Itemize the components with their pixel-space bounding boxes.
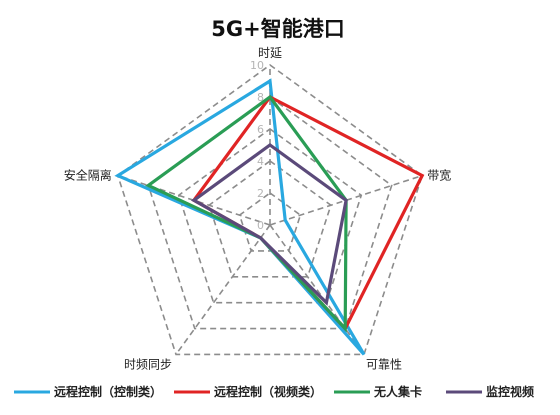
tick-label: 4 (257, 155, 264, 168)
legend-item: 无人集卡 (334, 384, 422, 399)
tick-label: 10 (250, 59, 264, 72)
legend-item: 监控视频 (446, 384, 534, 399)
series-line-1 (114, 78, 366, 356)
axis-label: 时频同步 (124, 357, 172, 371)
radar-grid (116, 64, 424, 356)
axis-label: 可靠性 (366, 357, 402, 371)
axis-spoke (175, 224, 271, 355)
series-line-4 (190, 143, 348, 306)
grid-ring-10 (116, 64, 424, 356)
tick-label: 0 (257, 219, 264, 232)
axis-label: 安全隔离 (64, 168, 112, 183)
radial-tick-labels: 0 2 4 6 8 10 (250, 59, 264, 232)
legend: 远程控制（控制类） 远程控制（视频类） 无人集卡 监控视频 (14, 384, 534, 399)
legend-label: 远程控制（视频类） (214, 384, 322, 399)
legend-label: 远程控制（控制类） (54, 384, 162, 399)
legend-label: 监控视频 (486, 384, 534, 399)
axis-spoke (269, 224, 365, 355)
legend-item: 远程控制（控制类） (14, 384, 162, 399)
series-line-3 (145, 94, 348, 333)
tick-label: 2 (257, 187, 264, 200)
series-line-2 (191, 94, 425, 332)
axis-label: 带宽 (427, 168, 451, 183)
grid-ring-6 (177, 128, 363, 304)
legend-label: 无人集卡 (373, 384, 422, 399)
grid-ring-8 (147, 96, 393, 330)
series-group (114, 78, 425, 356)
grid-ring-4 (208, 160, 332, 278)
tick-label: 6 (257, 123, 264, 136)
legend-item: 远程控制（视频类） (174, 384, 322, 399)
tick-label: 8 (257, 91, 264, 104)
axis-label: 时延 (258, 46, 282, 60)
chart-title: 5G+智能港口 (211, 17, 344, 41)
